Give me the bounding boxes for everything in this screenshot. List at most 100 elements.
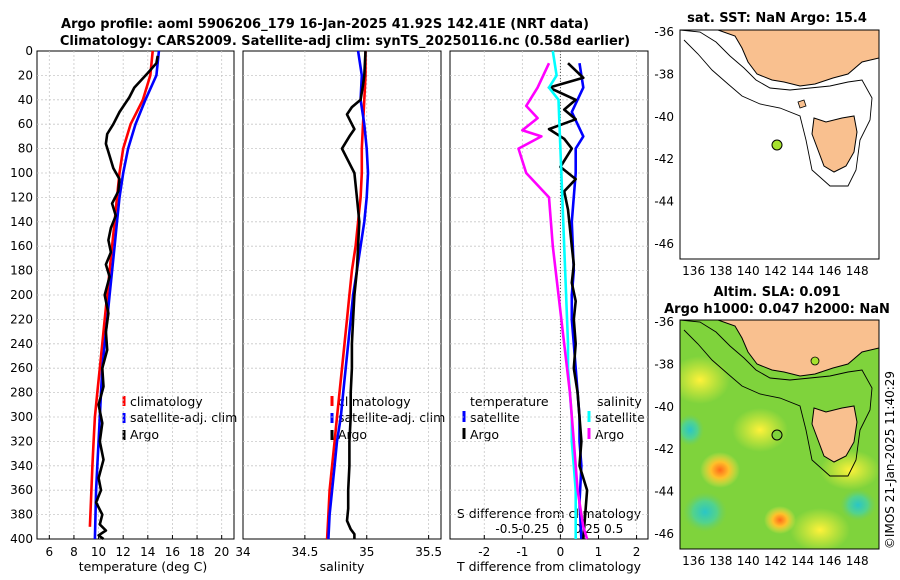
x-tick-label: 6 xyxy=(45,545,53,559)
map-x-tick-label: 136 xyxy=(682,264,705,278)
legend-title-temperature: temperature xyxy=(470,394,549,409)
x-tick-label: 0 xyxy=(557,545,565,559)
imos-watermark: ©IMOS 21-Jan-2025 11:40:29 xyxy=(883,371,897,549)
map-y-tick-label: -40 xyxy=(654,400,674,414)
map-y-tick-label: -42 xyxy=(654,442,674,456)
map-x-tick-label: 140 xyxy=(737,264,760,278)
series-argo xyxy=(94,55,159,541)
x-tick-label: -1 xyxy=(516,545,528,559)
x-tick-label: 8 xyxy=(70,545,78,559)
y-tick-label: 100 xyxy=(10,166,33,180)
coastal-marker xyxy=(810,356,820,366)
map-x-tick-label: 142 xyxy=(764,554,787,568)
series-t-argo xyxy=(547,62,589,540)
y-tick-label: 400 xyxy=(10,532,33,546)
map-y-tick-label: -38 xyxy=(654,67,674,81)
s-tick-label: -0.5 xyxy=(495,522,518,536)
map-x-tick-label: 142 xyxy=(764,264,787,278)
s-difference-label: S difference from climatology xyxy=(457,506,642,521)
temperature-legend: climatology satellite-adj. clim Argo xyxy=(122,394,237,442)
y-tick-label: 360 xyxy=(10,483,33,497)
chart-marks: 6 8 10 12 14 16 18 2002040608010012014016018020… xyxy=(10,25,869,568)
sla-field xyxy=(680,320,879,549)
temperature-marks: 6 8 10 12 14 16 18 2002040608010012014016018020… xyxy=(10,44,234,559)
legend-label-satellite: satellite-adj. clim xyxy=(338,410,445,425)
series-climatology xyxy=(325,51,367,540)
series-s-argo xyxy=(517,62,589,540)
map-x-tick-label: 146 xyxy=(818,554,841,568)
legend-label-t-satellite: satellite xyxy=(470,410,520,425)
map-x-tick-label: 136 xyxy=(682,554,705,568)
y-tick-label: 340 xyxy=(10,459,33,473)
y-tick-label: 200 xyxy=(10,288,33,302)
sst-map-panel: sat. SST: NaN Argo: 15.4 xyxy=(679,11,880,260)
sla-map-ticks: -36 -38 -40 -42 -44 -46 136 138 140 142 144 146 148 xyxy=(654,315,868,568)
legend-label-argo: Argo xyxy=(338,427,367,442)
x-tick-label: 18 xyxy=(189,545,204,559)
y-tick-label: 40 xyxy=(18,93,33,107)
temperature-xlabel: temperature (deg C) xyxy=(79,559,208,574)
y-tick-label: 380 xyxy=(10,508,33,522)
sla-map-title-line2: Argo h1000: 0.047 h2000: NaN xyxy=(664,302,890,317)
map-y-tick-label: -44 xyxy=(654,195,674,209)
x-tick-label: 10 xyxy=(91,545,106,559)
map-y-tick-label: -36 xyxy=(654,25,674,39)
difference-xlabel: T difference from climatology xyxy=(456,559,642,574)
map-x-tick-label: 144 xyxy=(791,554,814,568)
x-tick-label: 2 xyxy=(633,545,641,559)
s-tick-label: 0.25 xyxy=(574,522,601,536)
sla-map-title-line1: Altim. SLA: 0.091 xyxy=(714,285,841,300)
x-tick-label: 20 xyxy=(214,545,229,559)
shelf-contour-line xyxy=(679,29,873,187)
series-s-satellite xyxy=(547,50,578,539)
x-tick-label: 1 xyxy=(595,545,603,559)
argo-position-marker xyxy=(771,429,783,441)
tasmania xyxy=(811,115,858,173)
series-climatology xyxy=(88,50,154,527)
sst-map-ticks: -36 -38 -40 -42 -44 -46 136 138 140 142 144 146 148 xyxy=(654,25,868,278)
y-tick-label: 220 xyxy=(10,312,33,326)
legend-label-s-argo: Argo xyxy=(595,427,624,442)
legend-label-argo: Argo xyxy=(130,427,159,442)
map-x-tick-label: 140 xyxy=(737,554,760,568)
series-satellite-adj-clim xyxy=(93,50,161,540)
map-y-tick-label: -44 xyxy=(654,485,674,499)
shelf-contour-line xyxy=(680,320,873,477)
x-tick-label: 35.5 xyxy=(415,545,442,559)
figure-title-line1: Argo profile: aoml 5906206_179 16-Jan-20… xyxy=(61,17,589,32)
legend-label-climatology: climatology xyxy=(338,394,411,409)
salinity-legend: climatology satellite-adj. clim Argo xyxy=(330,394,445,442)
salinity-marks: 34 34.5 35 35.5 xyxy=(235,50,442,559)
salinity-xlabel: salinity xyxy=(320,559,365,574)
map-y-tick-label: -42 xyxy=(654,152,674,166)
y-tick-label: 180 xyxy=(10,264,33,278)
y-tick-label: 60 xyxy=(18,117,33,131)
series-argo xyxy=(340,50,367,539)
y-tick-label: 320 xyxy=(10,434,33,448)
map-x-tick-label: 148 xyxy=(846,554,869,568)
argo-position-marker xyxy=(771,139,783,151)
map-y-tick-label: -46 xyxy=(654,237,674,251)
map-x-tick-label: 144 xyxy=(791,264,814,278)
map-y-tick-label: -46 xyxy=(654,527,674,541)
legend-title-salinity: salinity xyxy=(597,394,642,409)
sla-map-frame xyxy=(679,319,880,550)
x-tick-label: 16 xyxy=(165,545,180,559)
map-x-tick-label: 146 xyxy=(818,264,841,278)
legend-label-s-satellite: satellite xyxy=(595,410,645,425)
y-tick-label: 120 xyxy=(10,190,33,204)
mainland-australia xyxy=(680,320,879,377)
x-tick-label: 12 xyxy=(116,545,131,559)
sla-map-panel: Altim. SLA: 0.091 Argo h1000: 0.047 h200… xyxy=(664,285,890,550)
y-tick-label: 260 xyxy=(10,361,33,375)
y-tick-label: 300 xyxy=(10,410,33,424)
tasmania xyxy=(811,405,858,463)
figure-title-line2: Climatology: CARS2009. Satellite-adj cli… xyxy=(60,34,630,49)
map-x-tick-label: 138 xyxy=(709,264,732,278)
x-tick-label: 34.5 xyxy=(292,545,319,559)
y-tick-label: 240 xyxy=(10,337,33,351)
difference-legend: temperature salinity satellite Argo sate… xyxy=(462,394,645,442)
sst-map-title: sat. SST: NaN Argo: 15.4 xyxy=(687,11,867,26)
